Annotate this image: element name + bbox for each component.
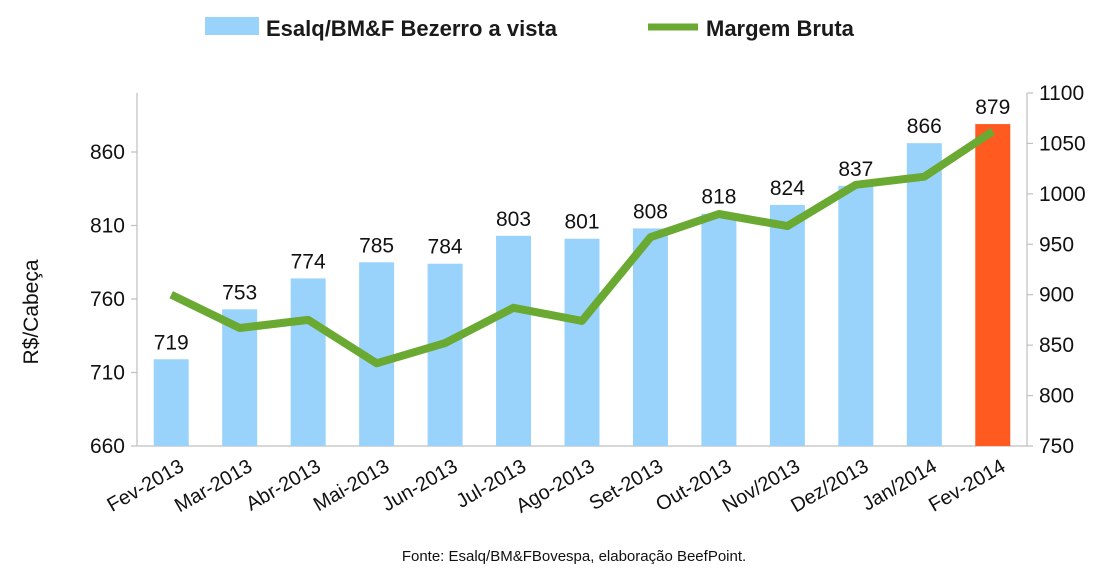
bar-jun-2013: [427, 263, 463, 446]
bar-fev-2013: [153, 359, 189, 446]
x-tick-label: Mar-2013: [171, 455, 256, 517]
x-tick-label: Nov/2013: [719, 455, 804, 517]
x-tick-label: Abr-2013: [242, 455, 324, 515]
x-tick-label: Set-2013: [586, 455, 667, 515]
bar-data-label: 801: [564, 211, 599, 234]
right-tick-label: 850: [1039, 334, 1074, 357]
bar-set-2013: [632, 228, 668, 446]
bar-data-label: 808: [633, 200, 668, 223]
left-tick-label: 660: [90, 435, 125, 458]
legend-label-line: Margem Bruta: [706, 16, 855, 41]
legend: Esalq/BM&F Bezerro a vista Margem Bruta: [205, 16, 855, 41]
legend-label-bar: Esalq/BM&F Bezerro a vista: [266, 16, 558, 41]
bar-data-label: 879: [975, 96, 1010, 119]
left-tick-label: 760: [90, 288, 125, 311]
source-note: Fonte: Esalq/BM&FBovespa, elaboração Bee…: [402, 548, 746, 565]
bar-fev-2014: [975, 124, 1011, 446]
bar-data-label: 785: [359, 234, 394, 257]
bar-data-label: 818: [701, 186, 736, 209]
right-y-axis: 750 800 850 900 950 1000 1050 1100: [1027, 82, 1086, 458]
bar-data-label: 774: [291, 250, 326, 273]
bar-data-label: 753: [222, 281, 257, 304]
bar-out-2013: [701, 213, 737, 446]
bar-data-label: 784: [428, 236, 463, 259]
legend-swatch-bar: [205, 17, 259, 35]
x-axis-labels: Fev-2013Mar-2013Abr-2013Mai-2013Jun-2013…: [104, 455, 1010, 517]
right-tick-label: 1000: [1039, 183, 1086, 206]
right-tick-label: 750: [1039, 435, 1074, 458]
right-tick-label: 1100: [1039, 82, 1084, 105]
x-tick-label: Fev-2013: [104, 455, 188, 516]
bar-data-label: 837: [838, 158, 873, 181]
bar-data-label: 719: [154, 331, 189, 354]
bar-series: [153, 124, 1011, 446]
bar-data-labels: 719 753 774 785 784 803 801 808 818 824 837 866 879: [154, 96, 1011, 354]
bar-abr-2013: [290, 278, 326, 446]
right-tick-label: 900: [1039, 284, 1074, 307]
x-tick-label: Ago-2013: [512, 455, 598, 517]
bar-dez-2013: [838, 185, 874, 446]
x-tick-label: Jan/2014: [859, 455, 941, 515]
left-tick-label: 810: [90, 215, 125, 238]
left-tick-label: 710: [90, 362, 125, 385]
x-tick-label: Fev-2014: [925, 455, 1009, 516]
bar-mar-2013: [222, 309, 258, 446]
left-tick-label: 860: [90, 141, 125, 164]
bar-ago-2013: [564, 238, 600, 446]
y-axis-title: R$/Cabeça: [20, 259, 43, 364]
bar-data-label: 824: [770, 177, 805, 200]
x-tick-label: Mai-2013: [310, 455, 393, 516]
right-tick-label: 950: [1039, 233, 1074, 256]
x-tick-label: Jun-2013: [378, 455, 461, 516]
right-tick-label: 1050: [1039, 132, 1086, 155]
bar-data-label: 866: [907, 115, 942, 138]
bar-data-label: 803: [496, 208, 531, 231]
right-tick-label: 800: [1039, 385, 1074, 408]
bar-jan-2014: [906, 143, 942, 446]
left-y-axis: 660 710 760 810 860: [90, 141, 137, 458]
line-series: [169, 127, 996, 368]
bar-nov-2013: [769, 204, 805, 446]
x-tick-label: Dez/2013: [787, 455, 872, 517]
bar-jul-2013: [496, 235, 532, 446]
